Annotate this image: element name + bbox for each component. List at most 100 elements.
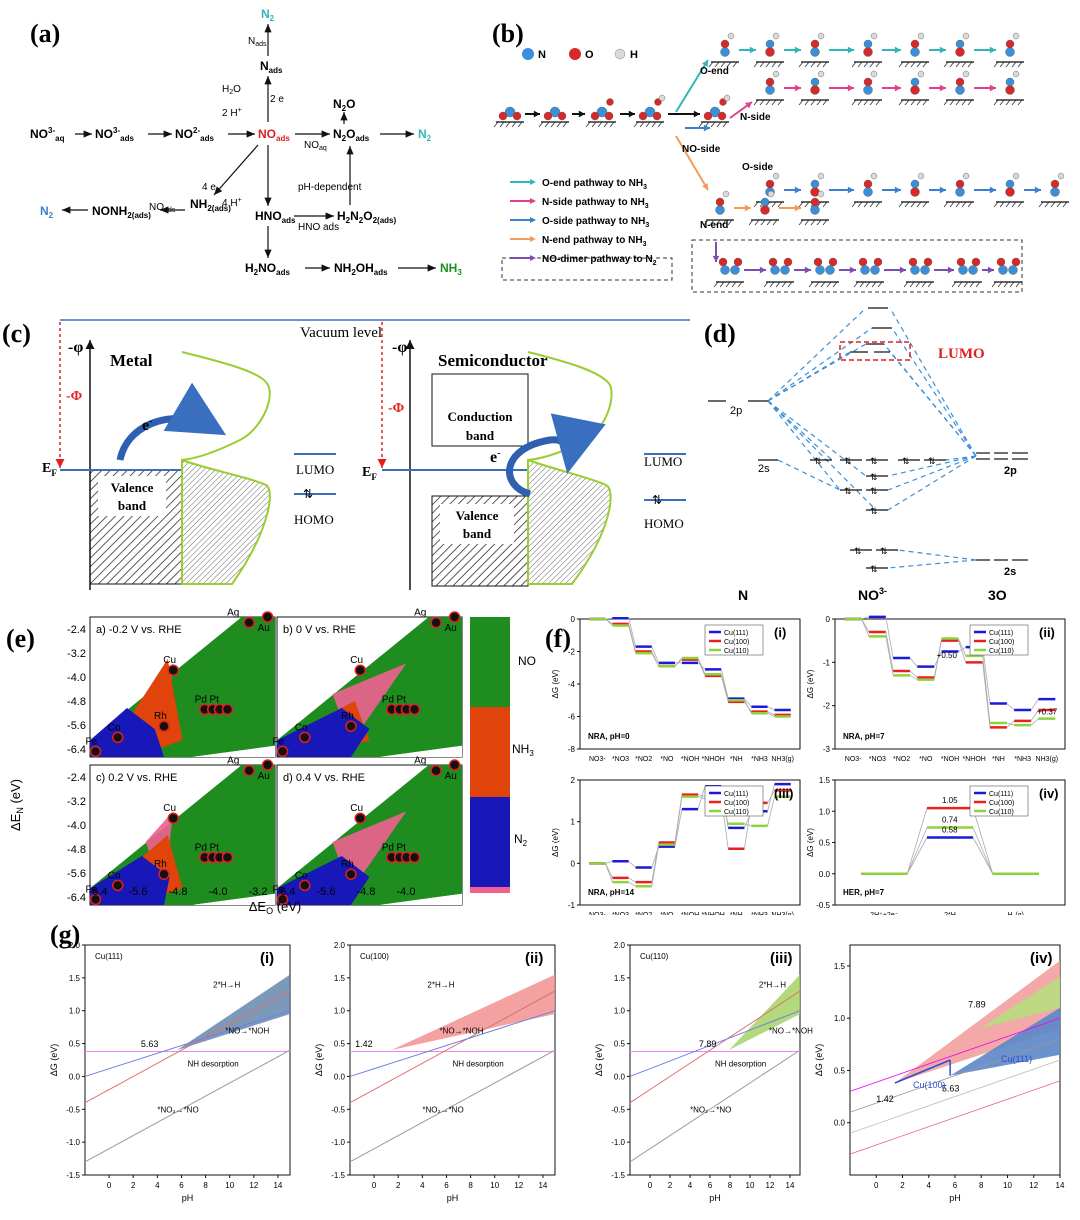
g-crossover-value: 1.42 [355, 1039, 373, 1049]
n2-right: N2 [418, 127, 432, 143]
surface-hatch [863, 201, 869, 208]
g-plot-title: Cu(100) [360, 952, 389, 961]
surface-hatch [916, 99, 922, 106]
f-ytick: -0.5 [816, 901, 830, 910]
surface-hatch [991, 281, 997, 288]
surface-hatch [822, 99, 828, 106]
metal-label-co: Co [295, 722, 308, 733]
surface-hatch [1015, 281, 1021, 288]
atom [596, 106, 608, 118]
surface-hatch [963, 281, 969, 288]
orbital-correlation-lines [767, 307, 977, 569]
correlation-line [767, 400, 833, 461]
surface-hatch [904, 99, 910, 106]
orbital-levels: ⇅ ⇅ ⇅ ⇅ ⇅⇅⇅ ⇅⇅⇅ ⇅⇅ [708, 307, 1028, 574]
f-connector [906, 837, 928, 874]
surface-hatch [769, 281, 775, 288]
atom [810, 197, 820, 207]
hno-ads: HNOads [255, 209, 296, 225]
g-her-line [84, 990, 291, 1104]
surface-hatch [721, 219, 727, 226]
metal-marker-pt-2 [408, 703, 421, 716]
surface-hatch [916, 61, 922, 68]
surface-hatch [910, 61, 916, 68]
f-legend-label: Cu(111) [724, 791, 748, 798]
surface-hatch [710, 121, 716, 128]
f-connector [605, 617, 613, 620]
f-ytick: 0.5 [819, 839, 831, 848]
surface-hatch [863, 99, 869, 106]
surface-hatch [1017, 201, 1023, 208]
atom [863, 77, 873, 87]
electron-pair: ⇅ [844, 486, 852, 496]
e-ytick-top: -2.4 [67, 624, 86, 636]
surface-hatch [731, 281, 737, 288]
g-shaded-cu111 [950, 1007, 1060, 1076]
semi-valence-1: Valence [456, 508, 499, 523]
surface-hatch [1011, 61, 1017, 68]
panel-label-e: (e) [6, 624, 35, 653]
pathway-arrowhead [939, 84, 946, 92]
surface-hatch [714, 61, 720, 68]
surface-hatch [725, 281, 731, 288]
atom [727, 32, 735, 40]
metal-label-pt: Pt [397, 842, 407, 853]
adsorbate-structures [493, 32, 1069, 288]
legend-n2-swatch [470, 797, 510, 887]
n2-region [90, 856, 170, 905]
atom [917, 172, 925, 180]
atom [765, 39, 775, 49]
atom [810, 85, 820, 95]
g-reference-line [849, 1038, 1061, 1113]
correlation-line [891, 327, 977, 457]
g-annotation: 2*H→H [759, 981, 786, 990]
surface-hatch [709, 219, 715, 226]
g-ytick: -0.5 [331, 1105, 345, 1114]
atom [770, 265, 780, 275]
atom [810, 47, 820, 57]
metal-marker-co [299, 731, 311, 744]
correlation-line [897, 549, 977, 561]
f-connector [982, 647, 991, 704]
g-ytick: -1.5 [611, 1171, 625, 1180]
f-xtick: *NO3 [612, 912, 629, 915]
e-xtick-left: -4.8 [169, 886, 188, 898]
g-annotation: *NO₂→*NO [157, 1106, 198, 1115]
metal-label-co: Co [108, 722, 121, 733]
f-connector [651, 652, 660, 667]
g-xtick: 12 [249, 1181, 258, 1190]
surface-hatch [922, 99, 928, 106]
atom [815, 265, 825, 275]
surface-hatch [816, 219, 822, 226]
atom [813, 257, 823, 267]
atom [817, 70, 825, 78]
surface-hatch [716, 121, 722, 128]
f-connector [720, 675, 729, 702]
atom [765, 85, 775, 95]
surface-hatch [999, 201, 1005, 208]
f-connector [628, 860, 636, 868]
surface-hatch [771, 99, 777, 106]
f-connector [697, 794, 706, 798]
atom [1012, 172, 1020, 180]
metal-label-cu: Cu [163, 803, 176, 814]
surface-hatch [766, 219, 772, 226]
panel-g: (g) 2.0 1.5 1.0 0.5 0.0 -0.5 -1.0 -1.5 0 2 4 6 8 10 12… [0, 915, 1080, 1220]
surface-hatch [1038, 201, 1044, 208]
pathway-arrowhead [794, 46, 801, 54]
f-connector [972, 837, 994, 874]
f-connector [982, 655, 991, 724]
f-xtick: *NO3 [612, 756, 629, 763]
g-shaded-region [391, 974, 555, 1051]
e-xtick-right: -6.4 [277, 886, 296, 898]
electron-pair: ⇅ [814, 456, 822, 466]
panel-label-c: (c) [2, 319, 31, 348]
surface-hatch [645, 121, 651, 128]
label-noside: NO-side [682, 144, 721, 155]
semi-lumo: LUMO [644, 454, 682, 469]
semi-title: Semiconductor [438, 351, 548, 370]
surface-hatch [904, 61, 910, 68]
atom [917, 70, 925, 78]
electron-pair: ⇅ [870, 472, 878, 482]
